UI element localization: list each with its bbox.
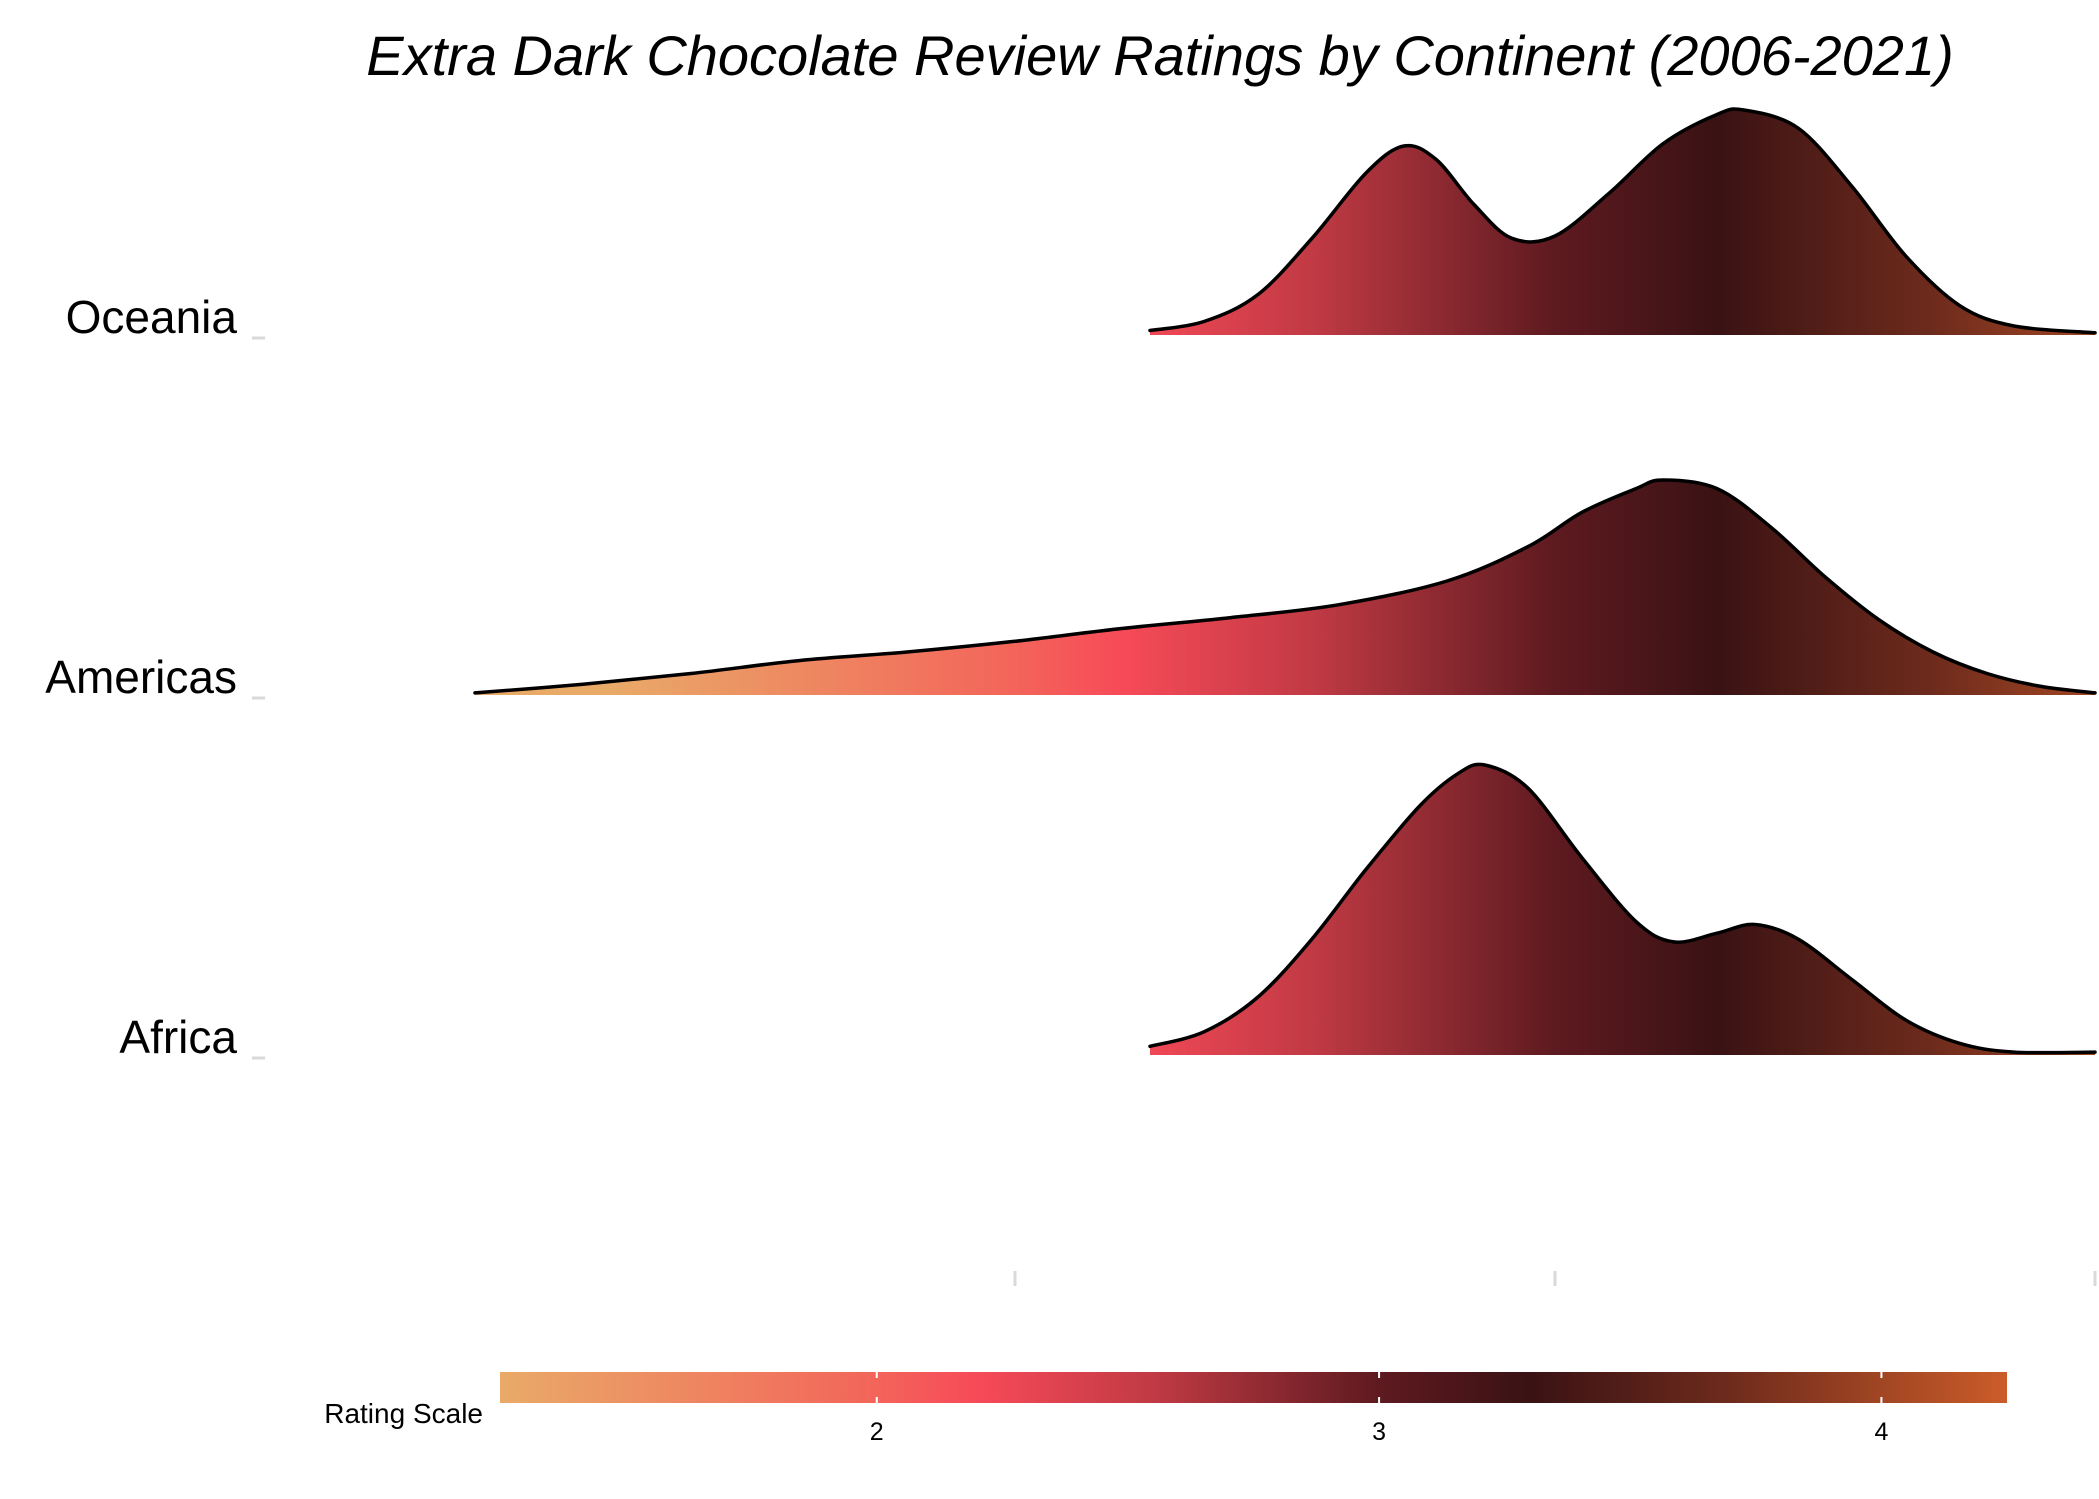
color-legend: Rating Scale 2 3 4: [324, 1372, 2007, 1446]
ridge-oceania: [1148, 107, 2097, 336]
category-label-africa: Africa: [119, 1011, 237, 1063]
ridge-area-oceania: [1150, 108, 2095, 336]
chart-title: Extra Dark Chocolate Review Ratings by C…: [366, 24, 1953, 87]
category-label-oceania: Oceania: [66, 291, 238, 343]
ridge-outline-americas: [473, 478, 2097, 695]
x-axis-ticks: [1013, 1271, 2097, 1286]
ridge-outline-africa: [1148, 762, 2097, 1055]
ridge-area-americas: [475, 480, 2095, 695]
ridge-africa: [1148, 762, 2097, 1055]
ridge-outline-oceania: [1148, 107, 2097, 335]
legend-tick-label: 2: [870, 1418, 884, 1446]
legend-ticks: 2 3 4: [870, 1372, 1888, 1446]
ridge-americas: [473, 478, 2097, 695]
ridge-series-group: [473, 107, 2097, 1055]
category-labels: Oceania Americas Africa: [45, 291, 265, 1063]
category-label-americas: Americas: [45, 651, 237, 703]
legend-tick-label: 4: [1874, 1418, 1888, 1446]
legend-title: Rating Scale: [324, 1398, 483, 1429]
legend-tick-label: 3: [1372, 1418, 1386, 1446]
legend-color-bar: [500, 1372, 2007, 1403]
